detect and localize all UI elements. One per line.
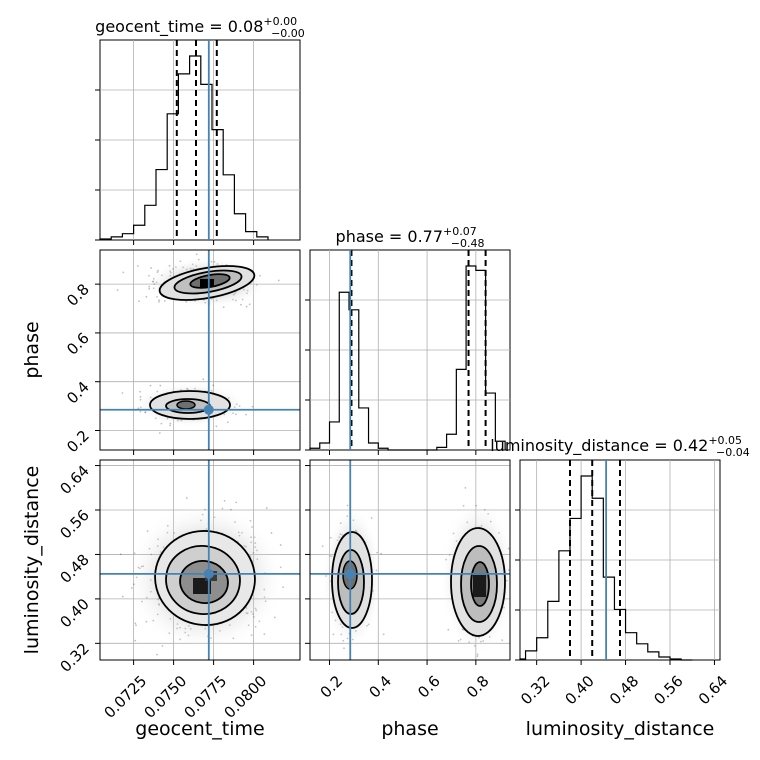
sample-point (270, 532, 273, 534)
xlabel-luminosity-distance: luminosity_distance (526, 718, 715, 740)
tick-label: 0.56 (650, 672, 686, 708)
tick-label: 0.0800 (220, 672, 270, 722)
tick-label: 0.40 (562, 672, 598, 708)
sample-point (240, 303, 242, 306)
sample-point (279, 544, 282, 546)
sample-point (116, 289, 119, 292)
panel-geocent-time-hist (99, 39, 301, 241)
tick-label: 0.32 (517, 672, 553, 708)
tick-label: 0.0725 (100, 672, 150, 722)
tick-label: 0.48 (56, 551, 92, 587)
sample-point (121, 392, 124, 394)
truth-point (345, 568, 356, 579)
sample-point (158, 432, 161, 434)
sample-point (135, 624, 137, 627)
sample-point (138, 300, 140, 303)
sample-point (134, 622, 137, 625)
sample-point (226, 421, 229, 424)
sample-point (321, 545, 324, 548)
sample-point (248, 303, 251, 306)
tick-label: 0.2 (317, 672, 347, 702)
sample-point (251, 405, 254, 408)
sample-point (512, 583, 514, 585)
truth-point (203, 404, 214, 415)
density-right-mode (440, 500, 510, 656)
tick-label: 0.4 (63, 378, 93, 408)
title-phase: phase = 0.77+0.07 −0.48 (336, 225, 485, 250)
sample-point (370, 517, 373, 519)
sample-point (121, 595, 124, 598)
tick-label: 0.2 (63, 427, 93, 457)
panel-distance-vs-phase (310, 460, 514, 660)
histogram-luminosity-distance (519, 475, 693, 661)
sample-point (156, 653, 158, 656)
tick-label: 0.32 (56, 639, 92, 675)
tick-label: 0.8 (63, 280, 93, 310)
tick-label: 0.64 (695, 672, 731, 708)
sample-point (464, 487, 467, 489)
density-upper-mode (145, 258, 269, 308)
sample-point (145, 295, 148, 298)
sample-point (119, 553, 122, 556)
xlabel-geocent-time: geocent_time (135, 718, 264, 740)
sample-point (215, 425, 218, 428)
truth-point (203, 568, 214, 579)
sample-point (343, 647, 345, 650)
tick-label: 0.8 (463, 672, 493, 702)
sample-point (122, 271, 125, 274)
tick-label: 0.4 (365, 672, 395, 702)
sample-point (265, 507, 268, 509)
tick-label: 0.64 (56, 462, 92, 498)
sample-point (158, 300, 160, 303)
sample-point (273, 616, 276, 619)
sample-point (245, 413, 247, 416)
tick-label: 0.0750 (140, 672, 190, 722)
tick-label: 0.6 (414, 672, 444, 702)
sample-point (277, 279, 280, 282)
sample-point (134, 639, 137, 642)
density-lower-mode (135, 383, 245, 427)
sample-point (447, 628, 450, 631)
density-contours (125, 503, 285, 653)
sample-point (245, 305, 248, 308)
sample-point (382, 633, 385, 636)
ylabel-luminosity-distance: luminosity_distance (21, 466, 43, 655)
tick-label: 0.56 (56, 506, 92, 542)
sample-point (263, 633, 266, 636)
sample-point (202, 378, 205, 381)
panel-phase-hist (309, 249, 511, 451)
sample-point (158, 299, 160, 302)
sample-point (235, 501, 238, 504)
sample-point (159, 384, 162, 387)
sample-point (149, 384, 152, 387)
tick-label: 0.48 (606, 672, 642, 708)
title-geocent-time: geocent_time = 0.08+0.00 −0.00 (95, 15, 305, 40)
xlabel-phase: phase (381, 718, 438, 740)
histogram-phase (309, 265, 506, 451)
sample-point (150, 267, 152, 269)
sample-point (223, 499, 226, 502)
tick-label: 0.6 (63, 329, 93, 359)
sample-point (501, 639, 504, 642)
sample-point (380, 552, 382, 555)
panel-distance-vs-geocent (100, 460, 300, 660)
tick-label: 0.0775 (180, 672, 230, 722)
sample-point (195, 253, 198, 256)
histogram-geocent-time (99, 55, 269, 240)
sample-point (185, 497, 188, 499)
sample-point (136, 265, 139, 267)
tick-label: 0.40 (56, 595, 92, 631)
panel-phase-vs-geocent (100, 250, 300, 450)
sample-point (139, 390, 142, 393)
sample-point (161, 644, 164, 647)
title-luminosity-distance: luminosity_distance = 0.42+0.05 −0.04 (490, 434, 750, 459)
sample-point (346, 504, 349, 507)
panel-distance-hist (519, 459, 721, 661)
ylabel-phase: phase (21, 321, 43, 378)
